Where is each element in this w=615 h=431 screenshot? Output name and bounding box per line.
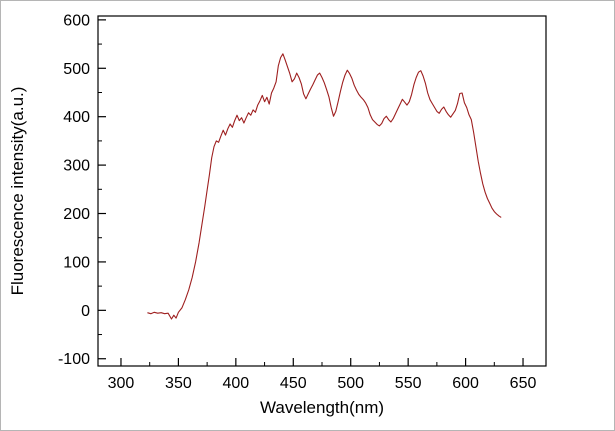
y-tick-label: -100 <box>58 351 90 368</box>
x-tick-label: 600 <box>452 375 479 392</box>
x-tick-label: 450 <box>280 375 307 392</box>
y-tick-label: 100 <box>63 254 90 271</box>
y-tick-label: 500 <box>63 61 90 78</box>
x-axis-major-ticks <box>120 358 524 366</box>
y-tick-label: 600 <box>63 12 90 29</box>
y-axis-major-ticks <box>98 19 106 360</box>
y-tick-label: 0 <box>81 303 90 320</box>
y-tick-label: 400 <box>63 109 90 126</box>
x-tick-label: 650 <box>510 375 537 392</box>
y-axis-tick-labels: -100 0 100 200 300 400 500 600 <box>58 12 90 368</box>
series-line-group <box>147 53 502 320</box>
x-tick-label: 350 <box>165 375 192 392</box>
y-tick-label: 200 <box>63 206 90 223</box>
series-line <box>147 53 502 320</box>
x-axis-tick-labels: 300 350 400 450 500 550 600 650 <box>108 375 537 392</box>
y-axis-minor-ticks <box>98 43 102 336</box>
y-axis-title: Fluorescence intensity(a.u.) <box>8 87 27 296</box>
x-axis-title: Wavelength(nm) <box>260 398 384 417</box>
x-tick-label: 500 <box>337 375 364 392</box>
x-tick-label: 300 <box>108 375 135 392</box>
x-tick-label: 400 <box>222 375 249 392</box>
x-axis-minor-ticks <box>149 362 495 366</box>
x-tick-label: 550 <box>395 375 422 392</box>
y-tick-label: 300 <box>63 158 90 175</box>
